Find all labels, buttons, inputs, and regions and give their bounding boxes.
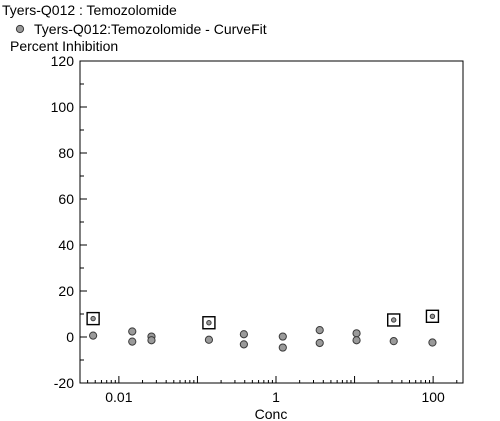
x-tick-label: 0.01 bbox=[105, 389, 132, 405]
excluded-point-box bbox=[202, 316, 216, 330]
data-point bbox=[128, 337, 137, 346]
chart-title: Tyers-Q012 : Temozolomide bbox=[2, 2, 177, 18]
data-points bbox=[86, 309, 440, 352]
excluded-data-point bbox=[391, 317, 397, 323]
data-point bbox=[352, 336, 361, 345]
data-point bbox=[278, 332, 287, 341]
x-tick-label: 100 bbox=[421, 389, 445, 405]
data-point bbox=[204, 335, 214, 344]
y-tick-label: 80 bbox=[58, 145, 74, 161]
y-tick-label: -20 bbox=[54, 375, 74, 391]
data-point bbox=[315, 338, 324, 348]
legend: Tyers-Q012:Temozolomide - CurveFit bbox=[15, 21, 267, 37]
y-tick-label: 120 bbox=[51, 53, 75, 69]
legend-label: Tyers-Q012:Temozolomide - CurveFit bbox=[34, 21, 267, 37]
y-tick-label: 100 bbox=[51, 99, 75, 115]
excluded-point-box bbox=[86, 311, 100, 326]
x-tick-label: 1 bbox=[272, 389, 280, 405]
y-tick-label: 0 bbox=[66, 329, 74, 345]
y-axis: 120 100 80 60 40 20 0 -20 bbox=[51, 53, 87, 391]
data-point bbox=[89, 331, 98, 340]
excluded-point-box bbox=[387, 313, 401, 327]
y-axis-label: Percent Inhibition bbox=[10, 38, 118, 54]
y-tick-label: 20 bbox=[58, 283, 74, 299]
legend-marker bbox=[15, 24, 25, 34]
data-point bbox=[128, 327, 137, 336]
data-point bbox=[239, 340, 248, 349]
data-point bbox=[147, 336, 156, 345]
excluded-point-box bbox=[425, 309, 440, 323]
data-point bbox=[315, 326, 324, 335]
excluded-data-point bbox=[206, 320, 212, 326]
excluded-data-point bbox=[90, 315, 96, 322]
data-point bbox=[389, 337, 398, 346]
y-tick-label: 40 bbox=[58, 237, 74, 253]
plot-frame bbox=[79, 60, 464, 384]
y-tick-label: 60 bbox=[58, 191, 74, 207]
data-point bbox=[239, 330, 248, 339]
x-axis: 0.01 1 100 bbox=[87, 376, 458, 405]
excluded-data-point bbox=[429, 313, 436, 319]
data-point bbox=[278, 343, 287, 352]
data-point bbox=[352, 329, 361, 338]
data-point bbox=[428, 338, 437, 347]
x-axis-label: Conc bbox=[255, 406, 288, 421]
